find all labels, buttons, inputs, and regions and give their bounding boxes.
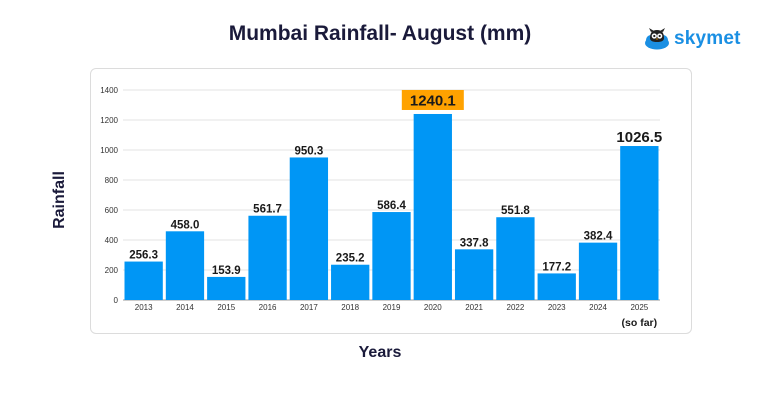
bar (620, 146, 659, 300)
x-tick-label: 2015 (217, 303, 235, 312)
bar (578, 242, 618, 300)
bar (331, 264, 370, 300)
y-tick-label: 1200 (100, 116, 118, 125)
x-tick-label: 2025 (630, 303, 648, 312)
x-tick-label: 2022 (507, 303, 525, 312)
x-tick-label: 2020 (424, 303, 442, 312)
x-tick-label: 2024 (589, 303, 607, 312)
y-tick-label: 800 (105, 176, 119, 185)
value-label: 235.2 (336, 253, 365, 265)
value-label: 337.8 (460, 237, 489, 249)
value-label: 153.9 (212, 265, 241, 277)
value-label: 458.0 (171, 219, 200, 231)
bar (165, 231, 205, 300)
value-label: 382.4 (584, 231, 613, 243)
brand-name: skymet (674, 28, 741, 49)
x-tick-label: 2023 (548, 303, 566, 312)
bar (124, 261, 163, 300)
value-label: 950.3 (294, 145, 323, 157)
y-tick-label: 400 (105, 236, 119, 245)
bar (248, 215, 287, 300)
value-label: 256.3 (129, 250, 158, 262)
value-label: 1026.5 (616, 129, 662, 146)
x-tick-label: 2017 (300, 303, 318, 312)
y-tick-label: 1000 (100, 146, 118, 155)
value-label-highlight (401, 89, 464, 110)
value-label: 586.4 (377, 200, 406, 212)
y-tick-label: 0 (114, 296, 119, 305)
x-tick-label: 2018 (341, 303, 359, 312)
y-tick-label: 1400 (100, 86, 118, 95)
x-tick-label: 2014 (176, 303, 194, 312)
x-axis-label: Years (358, 344, 402, 361)
bar (372, 212, 411, 300)
bar (207, 276, 246, 300)
x-tick-label: 2021 (465, 303, 483, 312)
bar (454, 249, 494, 300)
skymet-logo: skymet (644, 28, 741, 50)
x-tick-label: 2013 (135, 303, 153, 312)
chart-title: Mumbai Rainfall- August (mm) (228, 22, 532, 45)
bar (413, 113, 452, 300)
value-label: 561.7 (253, 204, 282, 216)
owl-cloud-icon (645, 28, 669, 50)
bar (289, 157, 329, 300)
y-tick-label: 600 (105, 206, 119, 215)
value-label: 551.8 (501, 205, 530, 217)
value-label: 177.2 (542, 261, 571, 273)
x-tick-label: 2016 (259, 303, 277, 312)
x-tick-label: 2019 (383, 303, 401, 312)
bar (496, 217, 535, 300)
category-note: (so far) (622, 317, 658, 329)
bar (537, 273, 576, 300)
value-label: 1240.1 (410, 92, 456, 109)
y-tick-label: 200 (105, 266, 119, 275)
